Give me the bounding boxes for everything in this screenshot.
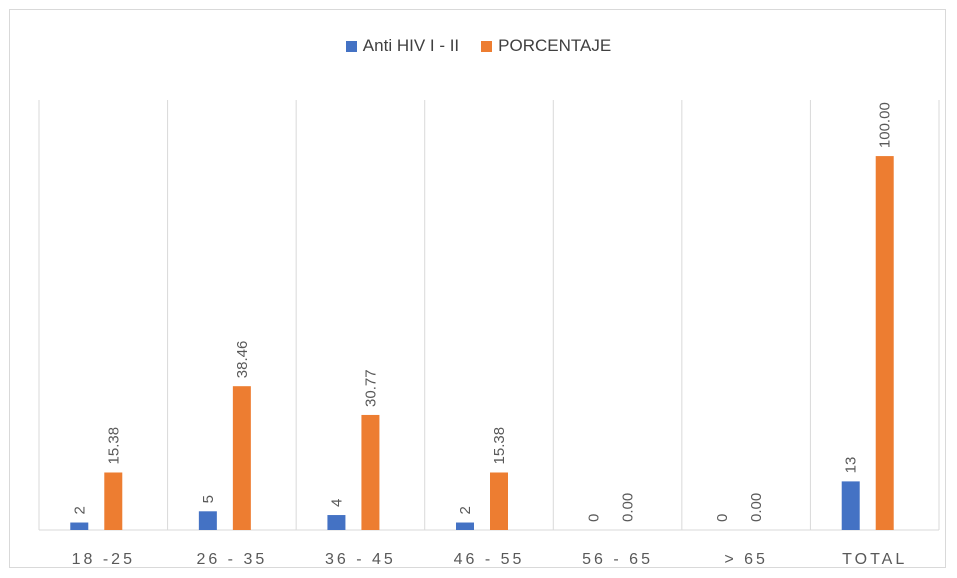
data-label: 5: [200, 495, 217, 503]
bar-anti-hiv: [70, 522, 89, 530]
x-tick-label: 46 - 55: [454, 551, 525, 568]
x-tick-label: 26 - 35: [196, 551, 267, 568]
x-tick-label: 36 - 45: [325, 551, 396, 568]
bar-anti-hiv: [841, 481, 860, 530]
data-label: 0.00: [620, 493, 637, 522]
legend-swatch-series-2: [481, 40, 493, 52]
data-label: 100.00: [877, 102, 894, 148]
bar-porcentaje: [361, 414, 380, 530]
bar-porcentaje: [232, 386, 251, 530]
legend-label-series-1: Anti HIV I - II: [362, 36, 460, 55]
legend-item-series-1: Anti HIV I - II: [345, 36, 460, 56]
x-tick-label: 56 - 65: [582, 551, 653, 568]
legend-item-series-2: PORCENTAJE: [481, 36, 611, 56]
data-label: 15.38: [491, 427, 508, 465]
data-label: 15.38: [105, 427, 122, 465]
x-tick-label: > 65: [724, 551, 768, 568]
x-tick-label: TOTAL: [842, 551, 907, 568]
data-label: 0.00: [748, 493, 765, 522]
bar-anti-hiv: [327, 515, 346, 530]
data-label: 0: [714, 514, 731, 522]
data-label: 2: [71, 506, 88, 514]
data-label: 30.77: [362, 369, 379, 407]
bar-anti-hiv: [456, 522, 474, 530]
chart-frame: [9, 9, 946, 568]
legend-label-series-2: PORCENTAJE: [498, 36, 612, 55]
data-label: 2: [457, 506, 474, 514]
legend: Anti HIV I - II PORCENTAJE: [0, 34, 957, 58]
data-label: 0: [586, 514, 603, 522]
data-label: 38.46: [234, 341, 251, 379]
data-label: 13: [843, 457, 860, 474]
bar-porcentaje: [104, 472, 123, 530]
bar-porcentaje: [490, 472, 508, 530]
bar-anti-hiv: [198, 511, 217, 530]
x-tick-label: 18 -25: [72, 551, 135, 568]
legend-swatch-series-1: [345, 40, 357, 52]
data-label: 4: [328, 499, 345, 507]
bar-porcentaje: [875, 156, 894, 530]
